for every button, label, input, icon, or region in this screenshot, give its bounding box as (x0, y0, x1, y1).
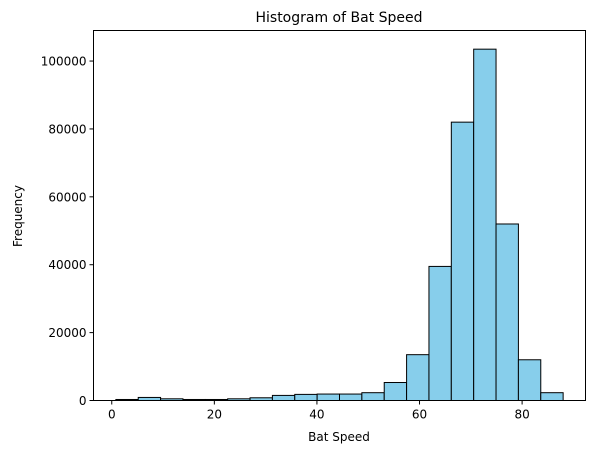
x-tick-label: 60 (412, 408, 427, 422)
histogram-bar (540, 392, 564, 401)
y-tick-label: 40000 (48, 258, 86, 272)
histogram-bar (294, 393, 318, 402)
y-axis-label: Frequency (11, 185, 25, 247)
histogram-bar (316, 393, 340, 401)
histogram-bar (428, 265, 452, 401)
y-tick-label: 20000 (48, 326, 86, 340)
chart-title: Histogram of Bat Speed (255, 10, 422, 26)
histogram-bar (271, 394, 296, 402)
histogram-bar (361, 392, 385, 401)
y-tick-label: 100000 (41, 55, 87, 69)
y-tick-label: 60000 (48, 190, 86, 204)
histogram-bar (517, 359, 542, 401)
x-axis-label: Bat Speed (308, 430, 370, 444)
y-tick-label: 80000 (48, 122, 86, 136)
plot-frame (93, 30, 586, 401)
x-tick-label: 0 (108, 408, 116, 422)
histogram-bar (406, 354, 430, 402)
y-axis-ticks: 0 20000 40000 60000 80000 100000 (41, 55, 94, 408)
x-axis-ticks: 0 20 40 60 80 (108, 400, 530, 422)
histogram-bar (339, 393, 363, 401)
x-tick-label: 80 (514, 408, 529, 422)
histogram-bar (383, 382, 408, 402)
histogram-bar (495, 223, 519, 401)
x-tick-label: 40 (309, 408, 324, 422)
x-tick-label: 20 (207, 408, 222, 422)
histogram-bar (473, 48, 497, 401)
histogram-bar (450, 121, 475, 402)
bars-group (115, 48, 564, 402)
y-tick-label: 0 (79, 394, 87, 408)
